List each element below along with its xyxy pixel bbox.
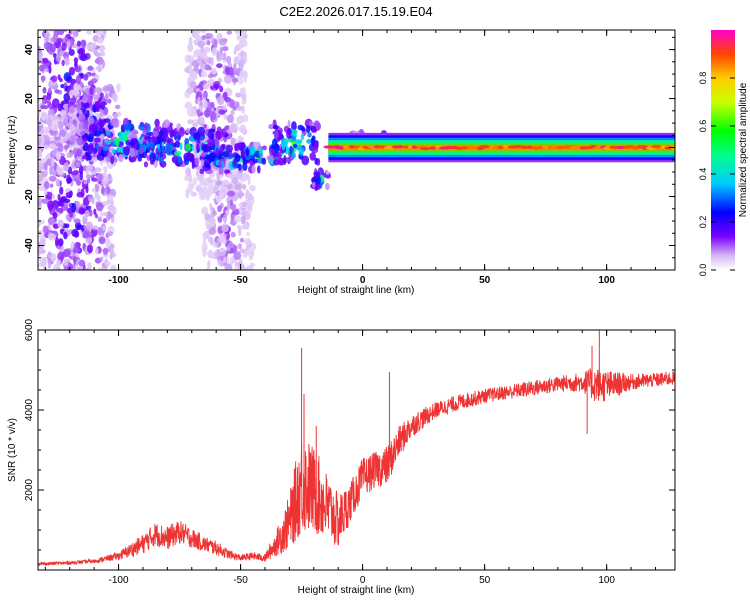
spectrogram-xlabel: Height of straight line (km) bbox=[298, 285, 415, 296]
spectrogram-xtick-label-4: 100 bbox=[598, 275, 615, 286]
spectrogram-ticks: -100 -50 0 50 100 -40 -20 0 20 40 bbox=[24, 30, 675, 286]
snr-xtick-label-0: -100 bbox=[109, 575, 129, 586]
colorbar-tick-label-4: 0.8 bbox=[698, 72, 708, 85]
spectrogram-ylabel: Frequency (Hz) bbox=[7, 116, 18, 185]
snr-ticks: -100 -50 0 50 100 2000 4000 6000 bbox=[24, 318, 675, 586]
colorbar-tick-label-3: 0.6 bbox=[698, 120, 708, 133]
figure-title: C2E2.2026.017.15.19.E04 bbox=[279, 4, 432, 19]
colorbar-gradient bbox=[711, 30, 735, 270]
snr-ylabel: SNR (10 * v/v) bbox=[7, 418, 18, 482]
colorbar-ticks: 0.0 0.2 0.4 0.6 0.8 bbox=[698, 72, 735, 277]
spectrogram-blob-10 bbox=[310, 167, 331, 192]
colorbar-tick-label-2: 0.4 bbox=[698, 168, 708, 181]
spectrogram-plot-area bbox=[38, 30, 675, 270]
spectrogram-xtick-label-1: -50 bbox=[233, 275, 248, 286]
snr-xtick-label-3: 50 bbox=[479, 575, 491, 586]
snr-xtick-label-1: -50 bbox=[233, 575, 248, 586]
spectrogram-xtick-label-2: 0 bbox=[360, 275, 366, 286]
snr-xtick-label-2: 0 bbox=[360, 575, 366, 586]
snr-xlabel: Height of straight line (km) bbox=[298, 585, 415, 596]
snr-ytick-label-0: 2000 bbox=[24, 478, 35, 501]
spectrogram-ytick-label-0: -40 bbox=[24, 238, 35, 253]
spectrogram-panel: -100 -50 0 50 100 -40 -20 0 20 40 Height of strai… bbox=[7, 29, 676, 296]
spectrogram-ytick-label-2: 0 bbox=[24, 144, 35, 150]
spectrogram-blob-9 bbox=[266, 118, 321, 166]
colorbar-label: Normalized spectral amplitude bbox=[738, 82, 749, 217]
spectrogram-xtick-label-3: 50 bbox=[479, 275, 491, 286]
spectrogram-xtick-label-0: -100 bbox=[109, 275, 129, 286]
snr-panel: -100 -50 0 50 100 2000 4000 6000 Height of stra… bbox=[7, 318, 676, 596]
snr-ytick-label-2: 6000 bbox=[24, 318, 35, 341]
colorbar-tick-label-0: 0.0 bbox=[698, 264, 708, 277]
snr-plot-area bbox=[38, 330, 675, 567]
spectrogram-ytick-label-1: -20 bbox=[24, 189, 35, 204]
colorbar: 0.0 0.2 0.4 0.6 0.8 Normalized spectral ampl… bbox=[698, 30, 749, 276]
spectrogram-ytick-label-4: 40 bbox=[24, 44, 35, 56]
snr-frame bbox=[37, 329, 676, 571]
snr-line bbox=[38, 368, 675, 567]
colorbar-tick-label-1: 0.2 bbox=[698, 216, 708, 229]
spectrogram-frame bbox=[37, 29, 676, 271]
spectrogram-line-band bbox=[323, 132, 675, 163]
spectrogram-ytick-label-3: 20 bbox=[24, 93, 35, 105]
snr-xtick-label-4: 100 bbox=[598, 575, 615, 586]
snr-ytick-label-1: 4000 bbox=[24, 398, 35, 421]
